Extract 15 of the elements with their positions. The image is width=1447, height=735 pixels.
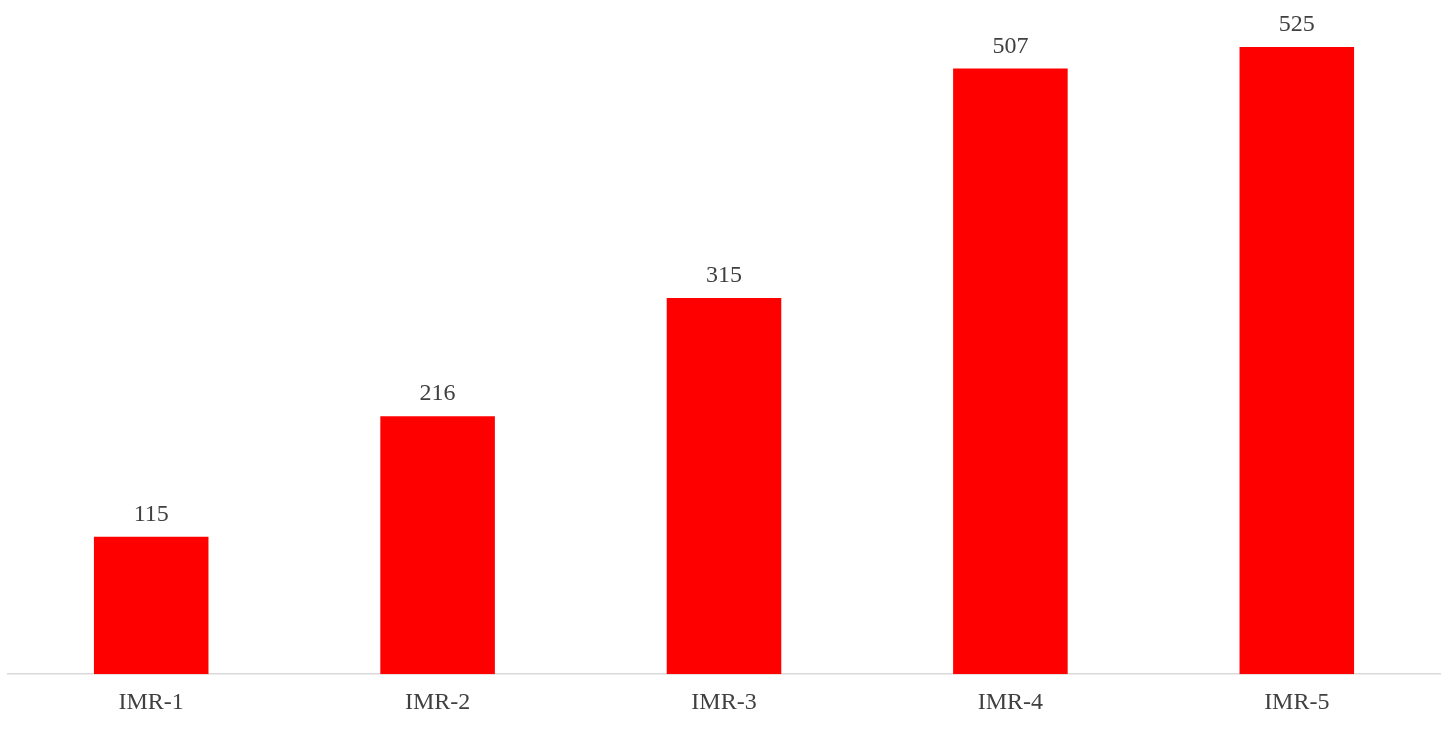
x-tick-label: IMR-4 [977,687,1044,714]
x-tick-label: IMR-5 [1264,687,1330,714]
x-tick-label: IMR-2 [404,687,471,714]
bar [380,416,495,675]
data-label: 525 [1278,10,1315,37]
data-label: 115 [133,500,169,527]
bar [1239,47,1355,675]
bar [953,68,1068,675]
data-label: 216 [419,379,456,406]
data-label: 315 [706,261,742,288]
x-tick-label: IMR-3 [691,687,757,714]
bar [93,536,209,675]
bar [666,297,782,675]
data-label: 507 [992,31,1029,58]
x-tick-label: IMR-1 [118,687,184,714]
